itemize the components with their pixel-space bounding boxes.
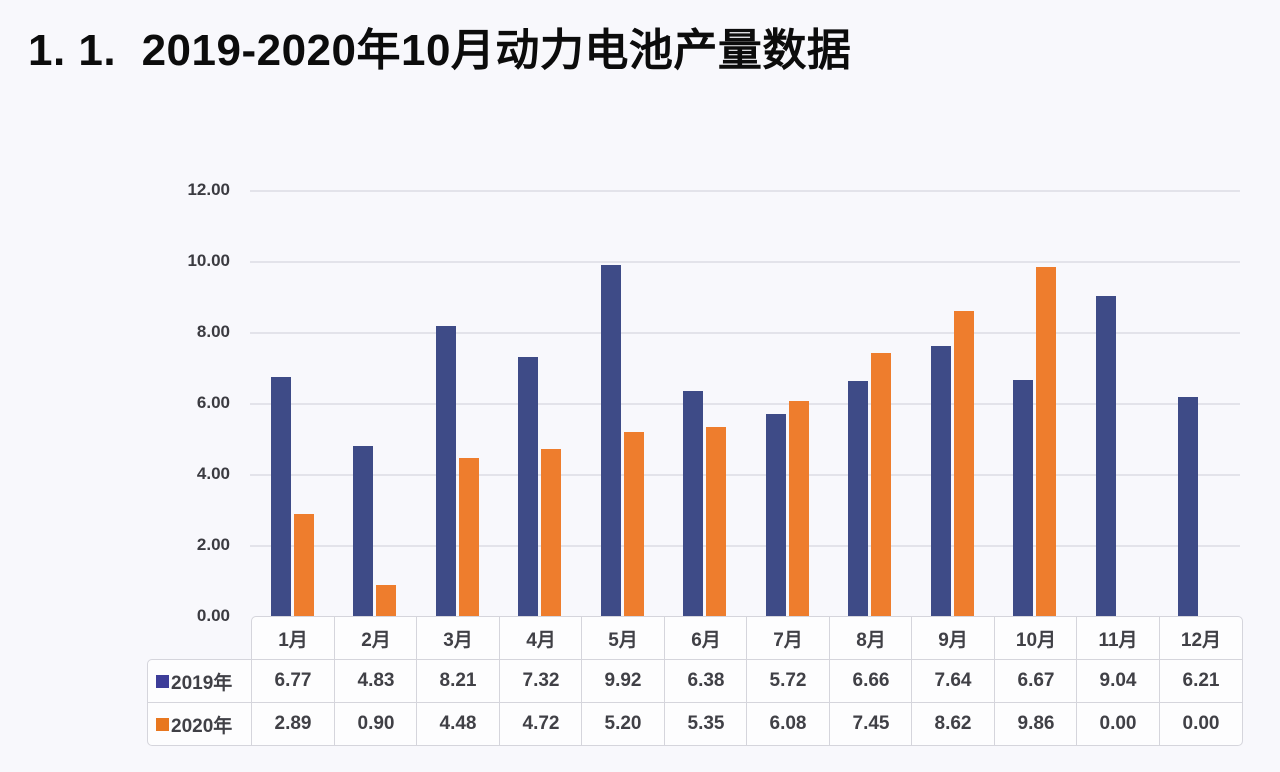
- bar-2019年-9月: [931, 346, 951, 617]
- bar-2020年-2月: [376, 585, 396, 617]
- month-header-cell-7月: 7月: [746, 616, 830, 660]
- bar-2019年-7月: [766, 414, 786, 617]
- bar-2019年-10月: [1013, 380, 1033, 617]
- bar-2020年-10月: [1036, 267, 1056, 617]
- bar-2019年-5月: [601, 265, 621, 617]
- bar-2020年-8月: [871, 353, 891, 617]
- month-header-cell-3月: 3月: [416, 616, 500, 660]
- y-axis-tick-label: 0.00: [196, 606, 230, 625]
- gridline-10: [250, 261, 1240, 263]
- bar-2020年-4月: [541, 449, 561, 617]
- month-header-cell-1月: 1月: [251, 616, 335, 660]
- value-cell-2020年-3月: 4.48: [416, 702, 500, 746]
- month-header-cell-4月: 4月: [499, 616, 583, 660]
- bar-2020年-6月: [706, 427, 726, 617]
- value-cell-2020年-4月: 4.72: [499, 702, 583, 746]
- bar-2020年-7月: [789, 401, 809, 617]
- y-axis-tick-label: 6.00: [196, 393, 230, 412]
- value-cell-2020年-6月: 5.35: [664, 702, 748, 746]
- month-header-cell-5月: 5月: [581, 616, 665, 660]
- value-cell-2019年-9月: 7.64: [911, 659, 995, 703]
- gridline-8: [250, 332, 1240, 334]
- month-header-cell-12月: 12月: [1159, 616, 1243, 660]
- page-title: 1. 1. 2019-2020年10月动力电池产量数据: [28, 26, 852, 75]
- month-header-cell-6月: 6月: [664, 616, 748, 660]
- legend-color-swatch-2019年: [156, 674, 169, 688]
- value-cell-2019年-2月: 4.83: [334, 659, 418, 703]
- bar-2019年-1月: [271, 377, 291, 617]
- month-header-cell-8月: 8月: [829, 616, 913, 660]
- value-cell-2019年-3月: 8.21: [416, 659, 500, 703]
- value-cell-2019年-11月: 9.04: [1076, 659, 1160, 703]
- value-cell-2019年-10月: 6.67: [994, 659, 1078, 703]
- gridline-2: [250, 545, 1240, 547]
- value-cell-2020年-12月: 0.00: [1159, 702, 1243, 746]
- value-cell-2019年-12月: 6.21: [1159, 659, 1243, 703]
- value-cell-2019年-1月: 6.77: [251, 659, 335, 703]
- bar-2019年-11月: [1096, 296, 1116, 617]
- value-cell-2020年-2月: 0.90: [334, 702, 418, 746]
- legend-row-label-2020年: 2020年: [147, 702, 252, 746]
- legend-row-label-2019年: 2019年: [147, 659, 252, 703]
- value-cell-2019年-4月: 7.32: [499, 659, 583, 703]
- month-header-cell-9月: 9月: [911, 616, 995, 660]
- bar-2019年-3月: [436, 326, 456, 617]
- value-cell-2019年-8月: 6.66: [829, 659, 913, 703]
- month-header-cell-11月: 11月: [1076, 616, 1160, 660]
- bar-2020年-9月: [954, 311, 974, 617]
- y-axis-tick-label: 12.00: [187, 180, 230, 199]
- value-cell-2020年-7月: 6.08: [746, 702, 830, 746]
- legend-color-swatch-2020年: [156, 717, 169, 731]
- gridline-6: [250, 403, 1240, 405]
- legend-series-name: 2019年: [171, 672, 233, 694]
- value-cell-2019年-7月: 5.72: [746, 659, 830, 703]
- value-cell-2020年-5月: 5.20: [581, 702, 665, 746]
- y-axis-tick-label: 10.00: [187, 251, 230, 270]
- bar-2020年-1月: [294, 514, 314, 617]
- bar-2019年-4月: [518, 357, 538, 617]
- bar-2019年-12月: [1178, 397, 1198, 617]
- gridline-12: [250, 190, 1240, 192]
- value-cell-2020年-8月: 7.45: [829, 702, 913, 746]
- y-axis-tick-label: 8.00: [196, 322, 230, 341]
- y-axis-tick-label: 2.00: [196, 535, 230, 554]
- bar-2019年-8月: [848, 381, 868, 617]
- value-cell-2019年-6月: 6.38: [664, 659, 748, 703]
- value-cell-2020年-9月: 8.62: [911, 702, 995, 746]
- bar-2019年-6月: [683, 391, 703, 617]
- bar-2019年-2月: [353, 446, 373, 617]
- value-cell-2020年-10月: 9.86: [994, 702, 1078, 746]
- value-cell-2019年-5月: 9.92: [581, 659, 665, 703]
- gridline-4: [250, 474, 1240, 476]
- legend-series-name: 2020年: [171, 715, 233, 737]
- value-cell-2020年-1月: 2.89: [251, 702, 335, 746]
- bar-2020年-5月: [624, 432, 644, 617]
- bar-2020年-3月: [459, 458, 479, 617]
- y-axis-tick-label: 4.00: [196, 464, 230, 483]
- value-cell-2020年-11月: 0.00: [1076, 702, 1160, 746]
- month-header-cell-2月: 2月: [334, 616, 418, 660]
- month-header-cell-10月: 10月: [994, 616, 1078, 660]
